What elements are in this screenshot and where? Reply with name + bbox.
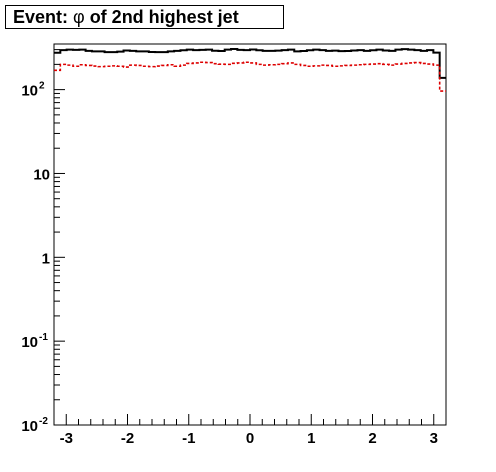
title-phi-symbol: φ (73, 7, 85, 27)
y-tick-label: 10 (21, 334, 38, 351)
y-tick-label: 10 (21, 418, 38, 435)
x-tick-label: 3 (430, 430, 438, 447)
x-tick-label: 1 (307, 430, 315, 447)
histogram-series-solid (54, 48, 446, 79)
x-tick-label: -3 (60, 430, 73, 447)
y-tick-exponent: -1 (39, 332, 48, 343)
plot-frame (53, 43, 447, 426)
x-tick-label: -2 (121, 430, 134, 447)
y-tick-label: 1 (42, 250, 50, 267)
x-tick-label: 2 (368, 430, 376, 447)
histogram-series-dashed (54, 61, 446, 92)
chart-title: Event: φ of 2nd highest jet (5, 5, 284, 29)
title-prefix: Event: (13, 7, 74, 27)
y-tick-label: 10 (21, 83, 38, 100)
y-tick-label: 10 (33, 166, 50, 183)
y-tick-exponent: -2 (39, 416, 48, 427)
y-tick-exponent: 2 (39, 81, 45, 92)
x-tick-label: 0 (246, 430, 254, 447)
title-suffix: of 2nd highest jet (84, 7, 239, 27)
x-tick-label: -1 (182, 430, 195, 447)
